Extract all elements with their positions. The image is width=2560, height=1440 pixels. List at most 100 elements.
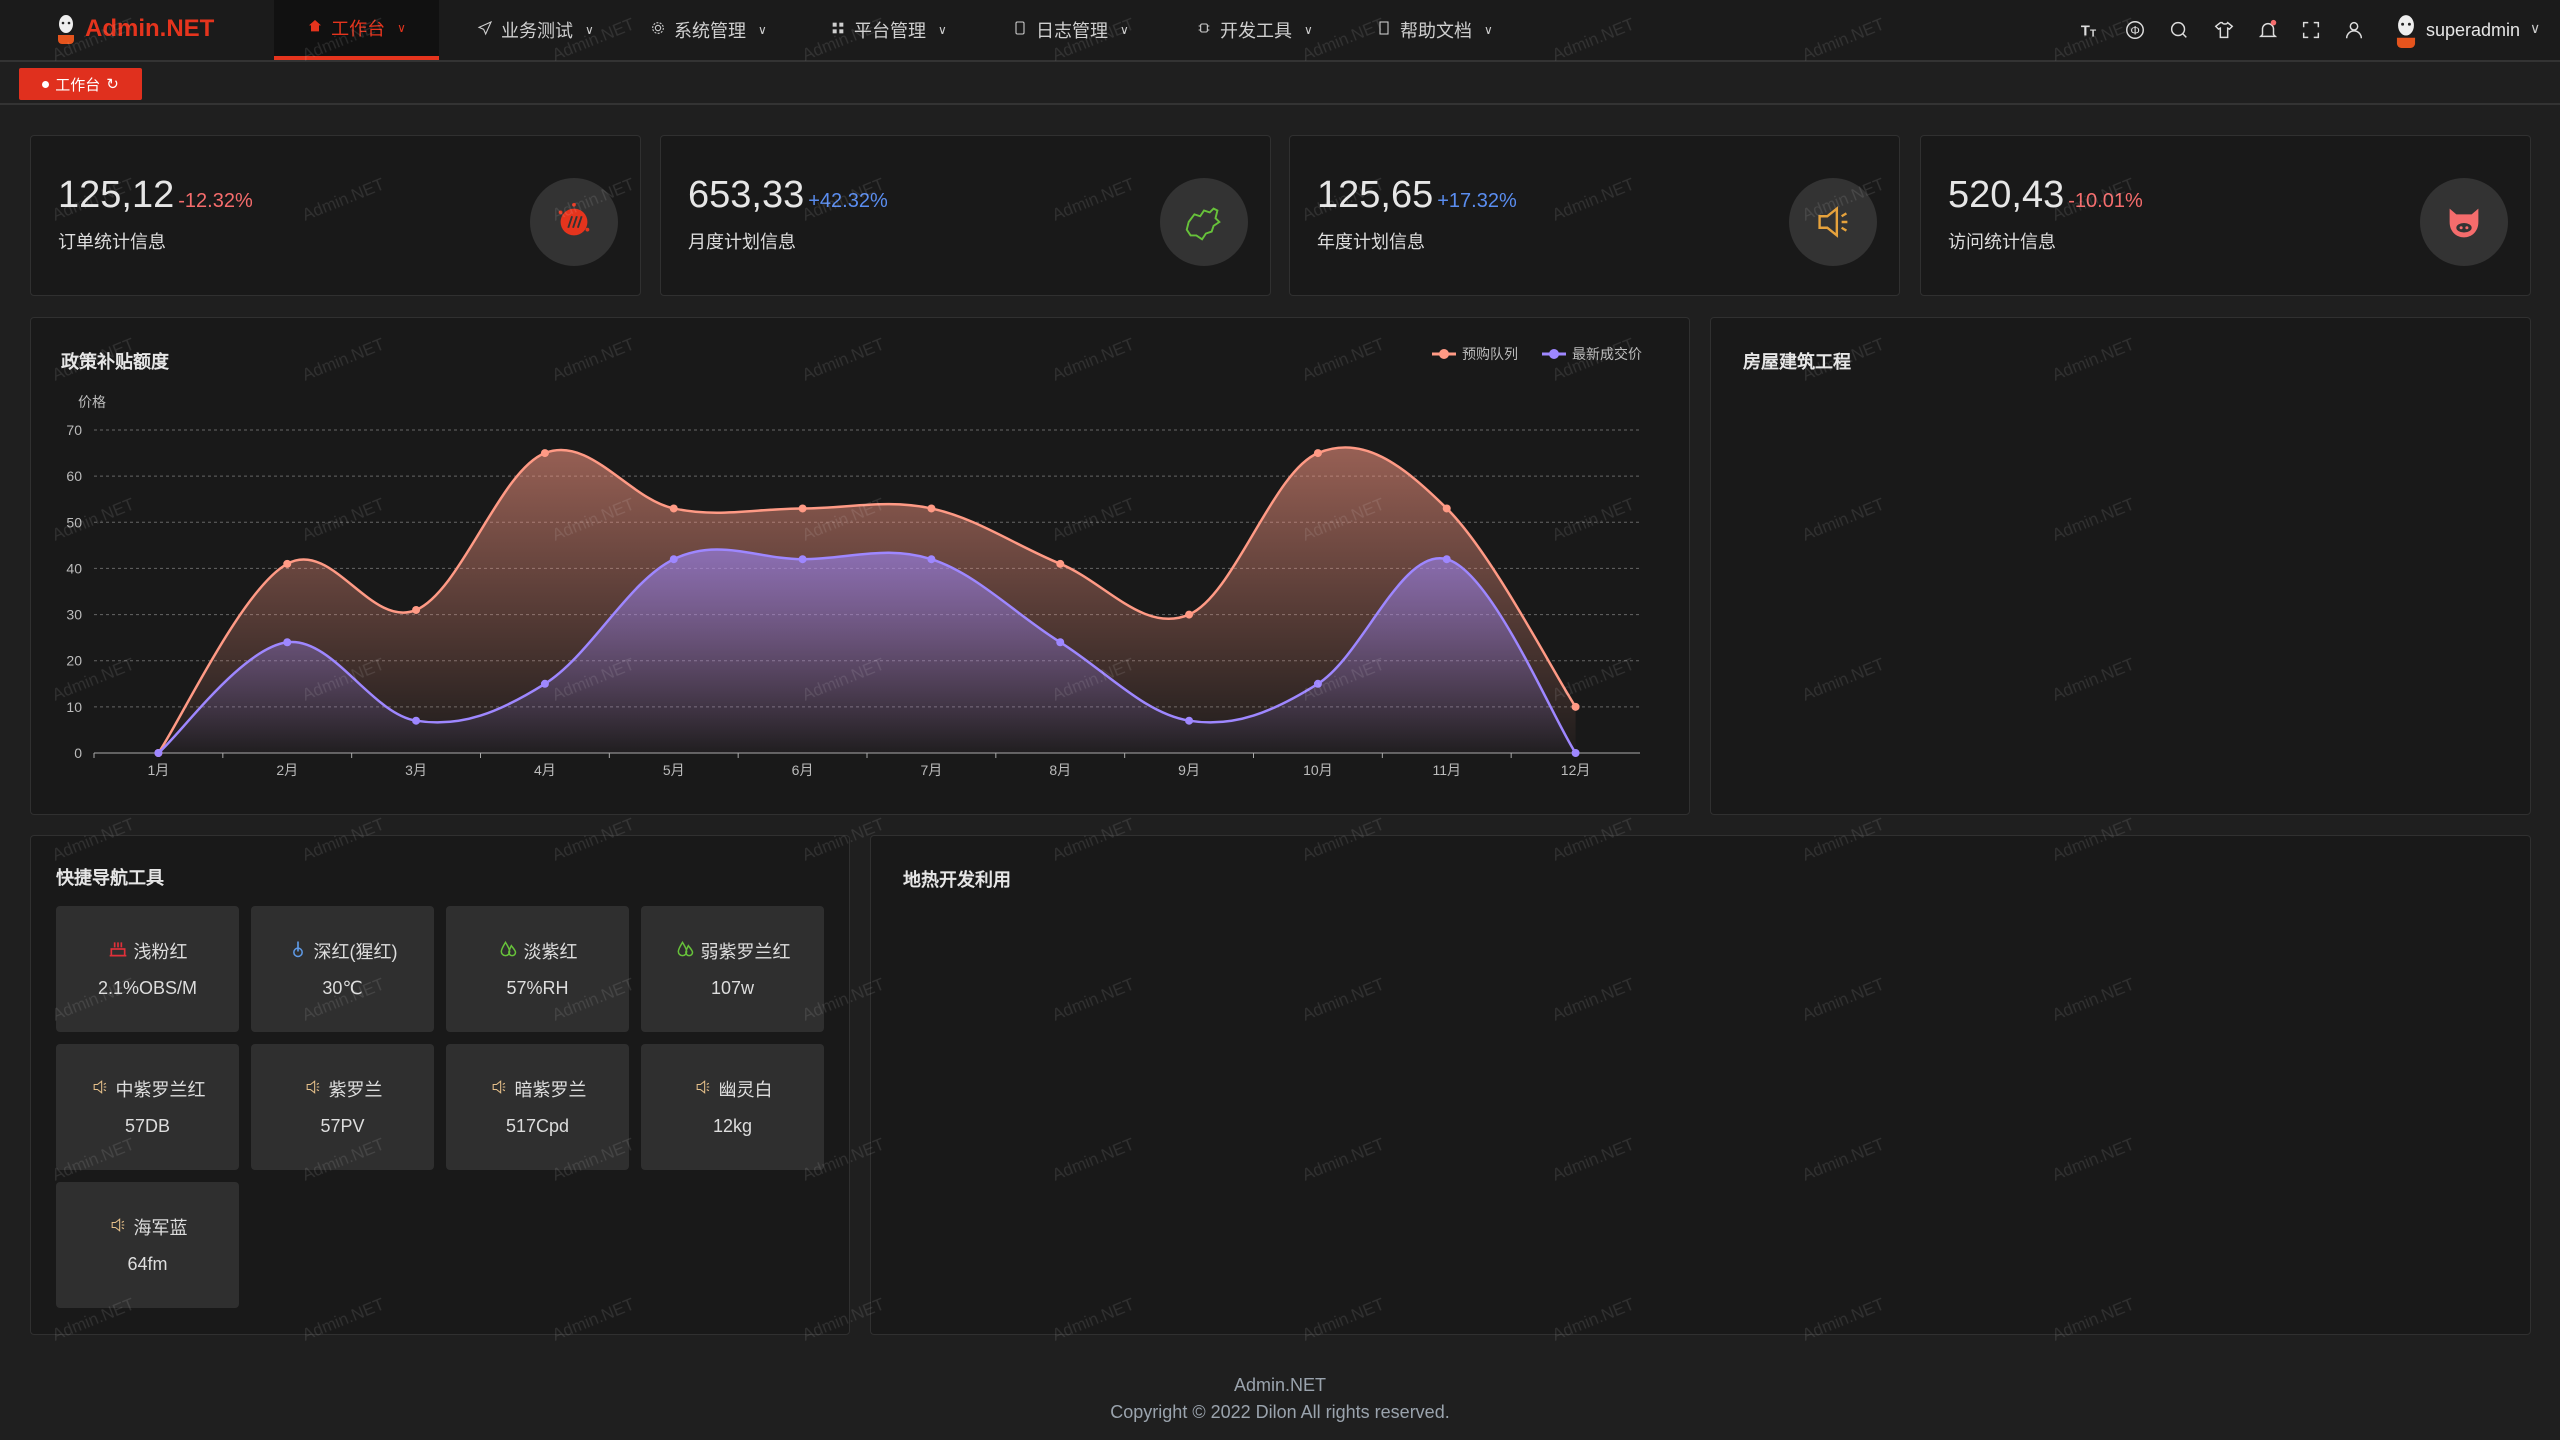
fullscreen-icon[interactable]: [2299, 18, 2323, 42]
data-point[interactable]: [1313, 679, 1322, 688]
y-tick-label: 40: [66, 560, 82, 576]
panel-title: 房屋建筑工程: [1743, 352, 1851, 372]
stat-value: 125,12: [58, 174, 175, 216]
geothermal-panel: 地热开发利用: [870, 835, 2531, 1335]
x-tick-label: 7月: [921, 762, 943, 778]
data-point[interactable]: [1056, 638, 1065, 647]
gear-icon: [650, 20, 666, 41]
data-point[interactable]: [927, 555, 936, 564]
stat-label: 年度计划信息: [1317, 232, 1425, 252]
quick-nav-tile[interactable]: 暗紫罗兰 517Cpd: [446, 1044, 629, 1170]
skin-icon[interactable]: [2212, 18, 2236, 42]
tab-workbench[interactable]: 工作台 ↻: [19, 68, 142, 100]
nav-item-6[interactable]: 帮助文档 ∨: [1376, 0, 1493, 60]
x-tick-label: 10月: [1303, 762, 1333, 778]
legend-label: 预购队列: [1462, 346, 1518, 362]
nav-item-5[interactable]: 开发工具 ∨: [1196, 0, 1313, 60]
chevron-down-icon: ∨: [1484, 23, 1493, 37]
data-point[interactable]: [1313, 449, 1322, 458]
bell-icon[interactable]: [2256, 18, 2280, 42]
legend-marker-dot: [1439, 349, 1449, 359]
x-tick-label: 11月: [1432, 762, 1461, 778]
avatar[interactable]: [2393, 14, 2419, 48]
data-point[interactable]: [540, 679, 549, 688]
quick-nav-tile[interactable]: 淡紫红 57%RH: [446, 906, 629, 1032]
logo-icon: [58, 15, 74, 44]
tile-value: 2.1%OBS/M: [97, 978, 198, 998]
quick-nav-tile[interactable]: 幽灵白 12kg: [641, 1044, 824, 1170]
chevron-down-icon: ∨: [1304, 23, 1313, 37]
stat-value: 520,43: [1948, 174, 2065, 216]
chevron-down-icon[interactable]: ∨: [2530, 20, 2541, 36]
nav-label: 业务测试: [501, 21, 573, 41]
nav-item-1[interactable]: 业务测试 ∨: [477, 0, 594, 60]
book-icon: [1376, 20, 1392, 41]
data-point[interactable]: [1442, 504, 1451, 513]
data-point[interactable]: [283, 638, 292, 647]
x-tick-label: 2月: [276, 762, 298, 778]
data-point[interactable]: [669, 555, 678, 564]
quick-nav-tile[interactable]: 中紫罗兰红 57DB: [56, 1044, 239, 1170]
x-tick-label: 12月: [1561, 762, 1591, 778]
speaker-icon: [1789, 178, 1877, 266]
nav-item-0[interactable]: 工作台 ∨: [274, 0, 439, 60]
data-point[interactable]: [798, 504, 807, 513]
nav-item-2[interactable]: 系统管理 ∨: [650, 0, 767, 60]
x-tick-label: 5月: [663, 762, 685, 778]
nav-item-4[interactable]: 日志管理 ∨: [1012, 0, 1129, 60]
x-tick-label: 4月: [534, 762, 556, 778]
search-icon[interactable]: [2167, 18, 2191, 42]
pig-icon: [2420, 178, 2508, 266]
quick-nav-tile[interactable]: 海军蓝 64fm: [56, 1182, 239, 1308]
data-point[interactable]: [927, 504, 936, 513]
data-point[interactable]: [412, 605, 421, 614]
x-tick-label: 8月: [1049, 762, 1071, 778]
data-point[interactable]: [1185, 716, 1194, 725]
user-icon[interactable]: [2342, 18, 2366, 42]
username[interactable]: superadmin: [2426, 20, 2521, 40]
nav-item-3[interactable]: 平台管理 ∨: [830, 0, 947, 60]
data-point[interactable]: [1571, 702, 1580, 711]
data-point[interactable]: [412, 716, 421, 725]
svg-text:T: T: [2081, 24, 2090, 40]
tile-label: 淡紫红: [523, 942, 578, 962]
nav-label: 日志管理: [1036, 21, 1108, 41]
data-point[interactable]: [1185, 610, 1194, 619]
drop-icon: [675, 939, 695, 964]
data-point[interactable]: [1056, 559, 1065, 568]
data-point[interactable]: [1442, 555, 1451, 564]
footer-brand: Admin.NET: [1233, 1375, 1327, 1395]
stat-card: 125,65 +17.32% 年度计划信息: [1289, 135, 1900, 296]
quick-nav-tile[interactable]: 深红(猩红) 30℃: [251, 906, 434, 1032]
data-point[interactable]: [1571, 749, 1580, 757]
quick-nav-tile[interactable]: 紫罗兰 57PV: [251, 1044, 434, 1170]
data-point[interactable]: [283, 559, 292, 568]
thermometer-icon: [288, 939, 308, 964]
series-line: [157, 446, 1577, 754]
data-point[interactable]: [540, 449, 549, 458]
refresh-icon[interactable]: ↻: [106, 76, 119, 93]
language-icon[interactable]: Φ: [2123, 18, 2147, 42]
tile-label: 弱紫罗兰红: [700, 942, 791, 962]
data-point[interactable]: [669, 504, 678, 513]
data-point[interactable]: [798, 555, 807, 564]
chevron-down-icon: ∨: [1120, 23, 1129, 37]
quick-nav-tile[interactable]: 弱紫罗兰红 107w: [641, 906, 824, 1032]
panel-title: 地热开发利用: [903, 870, 1011, 890]
logo[interactable]: Admin.NET: [55, 14, 214, 44]
tile-label: 幽灵白: [718, 1080, 773, 1100]
tags-view: 工作台 ↻: [0, 62, 2560, 105]
tile-label: 暗紫罗兰: [514, 1080, 587, 1100]
tile-label: 中紫罗兰红: [115, 1080, 206, 1100]
data-point[interactable]: [154, 749, 163, 757]
nav-label: 平台管理: [854, 21, 926, 41]
chevron-down-icon: ∨: [938, 23, 947, 37]
nav-label: 帮助文档: [1400, 21, 1472, 41]
china-map-icon: [1160, 178, 1248, 266]
x-tick-label: 9月: [1178, 762, 1200, 778]
y-tick-label: 60: [66, 468, 82, 484]
y-tick-label: 10: [66, 699, 82, 715]
stat-value: 125,65: [1317, 174, 1434, 216]
quick-nav-tile[interactable]: 浅粉红 2.1%OBS/M: [56, 906, 239, 1032]
